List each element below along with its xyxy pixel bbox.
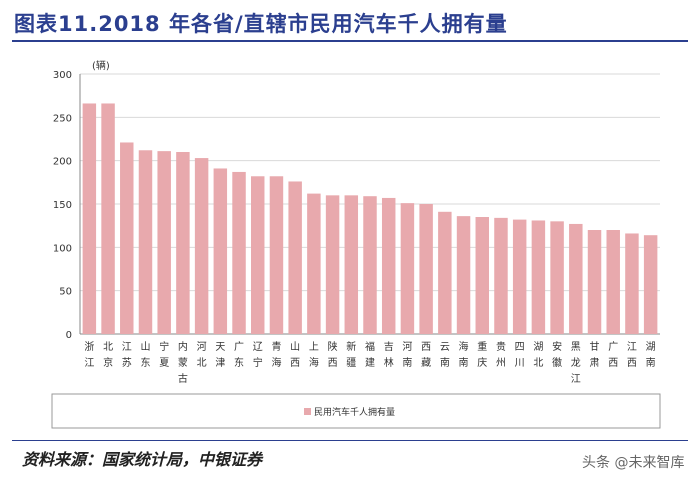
- x-tick-labels: 浙江北京江苏山东宁夏内蒙古河北天津广东辽宁青海山西上海陕西新疆福建吉林河南西藏云…: [84, 340, 655, 385]
- bar: [625, 233, 639, 334]
- y-tick-label: 50: [59, 287, 72, 298]
- x-tick-label: 上海: [309, 341, 319, 369]
- watermark: 头条 @未来智库: [582, 455, 685, 471]
- x-tick-label: 福建: [365, 340, 375, 369]
- source-rule: [12, 440, 688, 441]
- x-tick-label: 西藏: [421, 342, 431, 369]
- x-tick-label: 海南: [459, 340, 469, 369]
- x-tick-label: 天津: [215, 342, 225, 369]
- y-tick-label: 150: [53, 200, 72, 211]
- bar: [120, 142, 134, 334]
- legend-swatch: [304, 408, 311, 415]
- bars: [82, 103, 658, 334]
- bar: [363, 196, 377, 334]
- legend-label: 民用汽车千人拥有量: [314, 406, 395, 418]
- bar: [325, 195, 340, 334]
- bar: [194, 158, 209, 334]
- bar: [288, 181, 302, 334]
- x-tick-label: 黑龙江: [571, 341, 581, 385]
- bar: [456, 216, 471, 334]
- x-tick-label: 吉林: [384, 341, 394, 369]
- x-tick-label: 陕西: [328, 340, 338, 369]
- bar: [307, 193, 321, 334]
- y-unit-label: (辆): [92, 59, 110, 72]
- y-tick-labels: 0 50 100 150 200 250 300: [53, 70, 72, 341]
- x-tick-label: 贵州: [496, 340, 506, 369]
- bar: [101, 103, 115, 334]
- x-tick-label: 宁夏: [159, 340, 169, 369]
- bar: [400, 203, 415, 334]
- x-tick-label: 浙江: [84, 341, 94, 369]
- legend-box: [51, 393, 661, 429]
- bar: [494, 217, 508, 334]
- y-tick-label: 250: [53, 113, 72, 124]
- bar: [232, 171, 246, 334]
- x-tick-label: 新疆: [346, 340, 356, 369]
- x-tick-label: 北京: [103, 341, 113, 369]
- bar: [176, 152, 190, 334]
- x-tick-label: 安徽: [552, 340, 562, 369]
- x-tick-label: 四川: [515, 342, 525, 369]
- x-tick-label: 广西: [608, 341, 618, 369]
- x-tick-label: 江苏: [122, 341, 132, 369]
- bar: [419, 204, 433, 334]
- bar-chart: 0 50 100 150 200 250 300 (辆) 浙江北京江苏山东宁夏内蒙古河北天津…: [51, 59, 661, 429]
- bar: [550, 221, 564, 334]
- bar: [344, 195, 359, 334]
- bar: [475, 217, 489, 334]
- y-tick-label: 300: [53, 70, 72, 81]
- y-tick-label: 0: [66, 330, 72, 341]
- bar: [82, 103, 97, 334]
- bar: [157, 151, 171, 334]
- x-tick-label: 山西: [290, 341, 300, 369]
- x-tick-label: 广东: [234, 341, 244, 369]
- bar: [606, 230, 620, 334]
- bar: [587, 230, 602, 334]
- x-tick-label: 湖北: [533, 341, 543, 369]
- y-tick-label: 200: [53, 157, 72, 168]
- bar: [531, 220, 546, 334]
- bar: [569, 223, 583, 334]
- bar: [213, 168, 228, 334]
- x-tick-label: 河北: [197, 341, 207, 369]
- x-tick-label: 山东: [140, 341, 150, 369]
- y-tick-label: 100: [53, 243, 72, 254]
- x-tick-label: 江西: [627, 341, 637, 369]
- x-tick-label: 湖南: [646, 341, 656, 369]
- bar: [138, 150, 153, 334]
- bar: [269, 176, 284, 334]
- bar: [381, 197, 396, 334]
- bar: [251, 176, 265, 334]
- x-tick-label: 河南: [402, 341, 412, 369]
- x-tick-label: 云南: [440, 342, 450, 369]
- x-tick-label: 重庆: [477, 340, 487, 369]
- chart-title: 图表11.2018 年各省/直辖市民用汽车千人拥有量: [14, 12, 508, 36]
- bar: [643, 235, 658, 334]
- x-tick-label: 辽宁: [253, 341, 263, 369]
- x-tick-label: 青海: [271, 340, 281, 369]
- bar: [512, 219, 527, 334]
- x-tick-label: 甘肃: [590, 340, 600, 369]
- title-rule: [12, 40, 688, 42]
- x-tick-label: 内蒙古: [178, 340, 188, 385]
- source-note: 资料来源：国家统计局，中银证券: [22, 450, 263, 469]
- bar: [438, 211, 452, 334]
